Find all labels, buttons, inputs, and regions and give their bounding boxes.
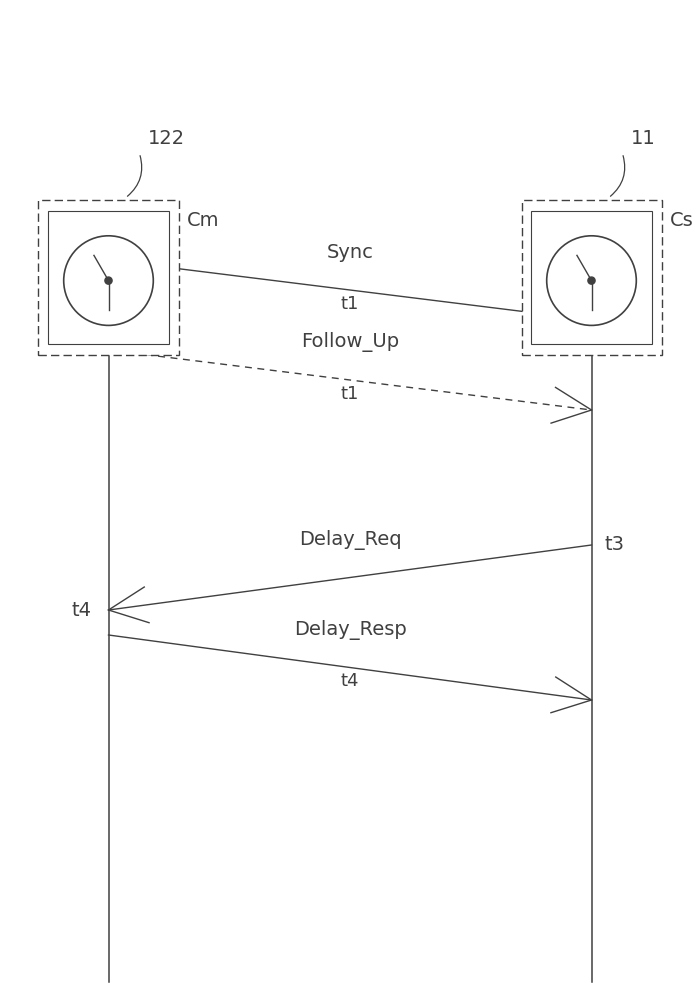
Text: 122: 122 [148, 129, 185, 148]
Text: t4: t4 [71, 600, 91, 619]
Ellipse shape [588, 277, 595, 284]
Text: t2: t2 [604, 310, 624, 330]
Text: Delay_Req: Delay_Req [299, 530, 401, 550]
Text: t1: t1 [71, 250, 91, 269]
Text: t1: t1 [341, 385, 359, 403]
Text: Sync: Sync [327, 243, 373, 262]
Ellipse shape [105, 277, 112, 284]
Text: Follow_Up: Follow_Up [301, 332, 399, 352]
Ellipse shape [64, 236, 153, 325]
Bar [48, 211, 169, 344]
Ellipse shape [547, 236, 636, 325]
Text: t4: t4 [341, 672, 359, 690]
Bar [531, 211, 652, 344]
Text: 11: 11 [631, 129, 655, 148]
Bar [522, 200, 662, 355]
Text: Cm: Cm [187, 211, 219, 230]
Bar [38, 200, 178, 355]
Text: t3: t3 [604, 536, 624, 554]
Text: Delay_Resp: Delay_Resp [293, 619, 407, 640]
Text: t1: t1 [341, 295, 359, 313]
Text: Cs: Cs [670, 211, 694, 230]
